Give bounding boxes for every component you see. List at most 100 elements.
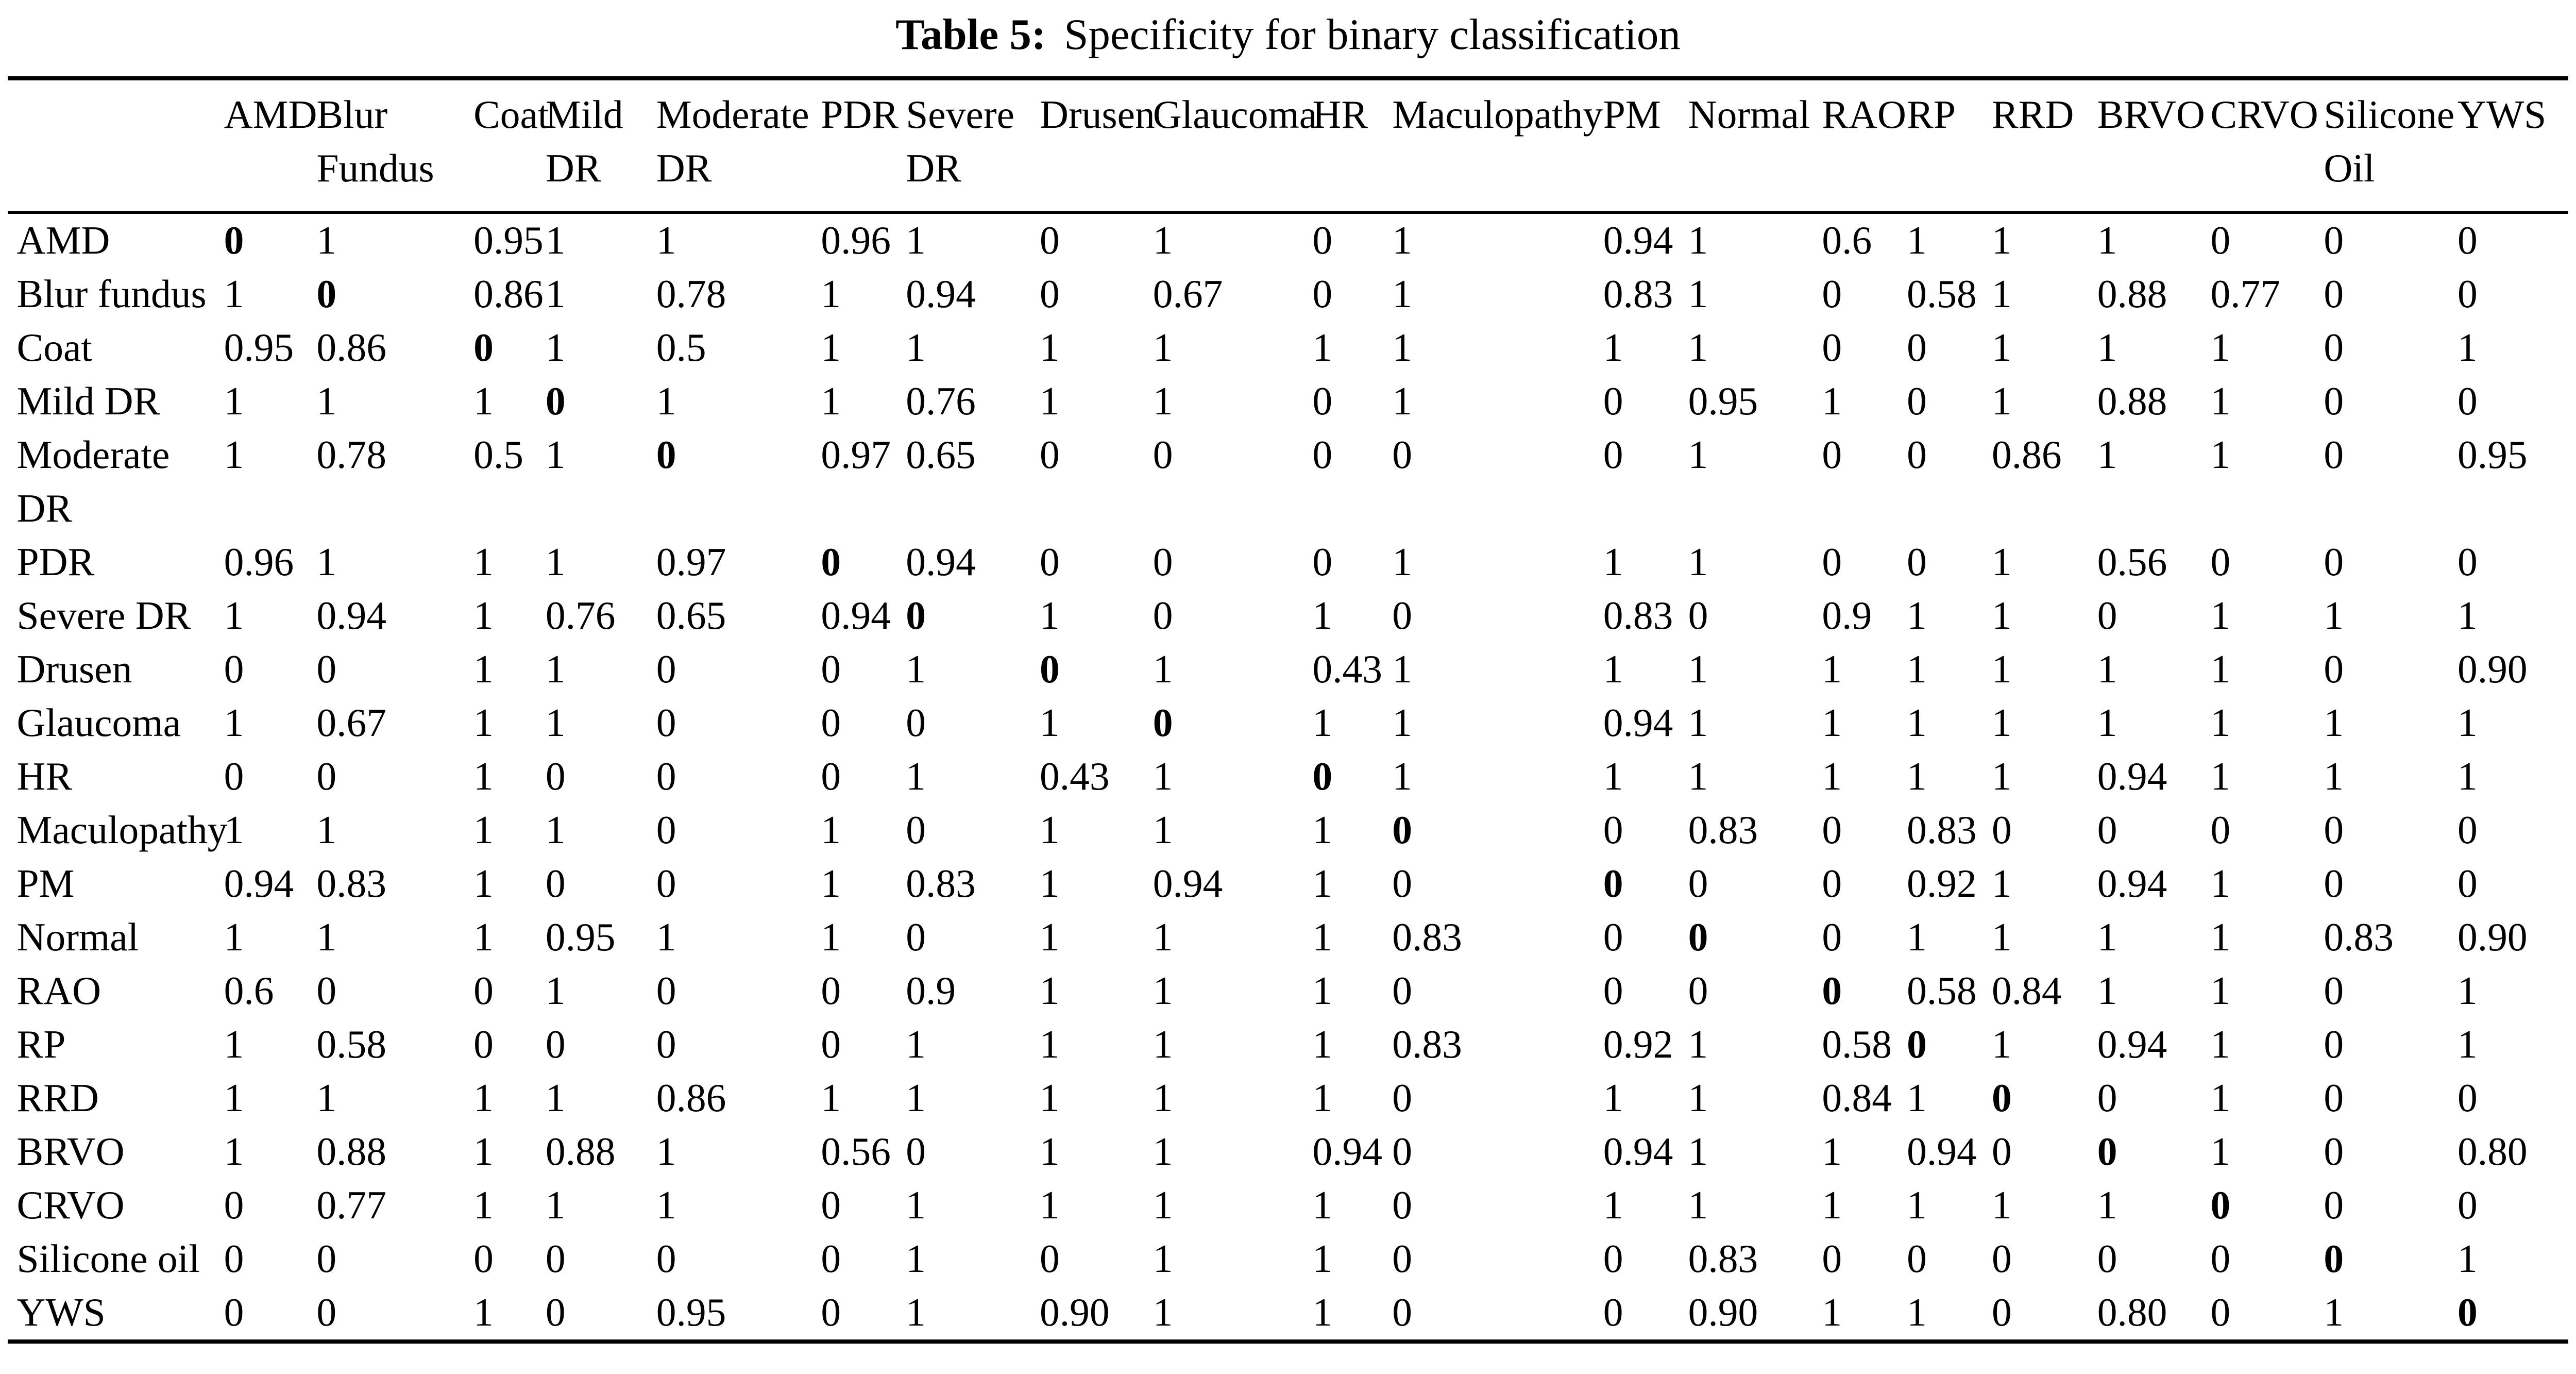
cell: 0 — [656, 861, 676, 906]
cell: 1 — [821, 861, 841, 906]
cell: 1 — [1153, 1183, 1173, 1228]
cell: 0 — [2210, 1236, 2231, 1281]
cell: 0 — [1392, 1183, 1412, 1228]
row-label: Moderate DR — [16, 432, 170, 531]
cell: 0 — [2097, 808, 2117, 852]
cell: 0 — [473, 1022, 494, 1067]
cell: 0.83 — [1603, 593, 1673, 638]
cell: 1 — [1039, 1129, 1060, 1174]
cell: 1 — [1312, 1022, 1333, 1067]
cell: 1 — [1392, 379, 1412, 424]
cell: 1 — [545, 968, 566, 1013]
cell: 1 — [821, 808, 841, 852]
cell: 0.92 — [1907, 861, 1977, 906]
cell: 0.9 — [906, 968, 956, 1013]
cell: 0.58 — [316, 1022, 386, 1067]
cell: 1 — [906, 1236, 926, 1281]
cell: 1 — [473, 700, 494, 745]
cell: 0.94 — [2097, 1022, 2167, 1067]
cell: 0 — [224, 1236, 244, 1281]
cell: 1 — [1153, 808, 1173, 852]
table-row: Silicone oil 0 0 0 0 0 0 1 0 1 1 0 0 0.83 0 0 0 0 0 0 1 — [8, 1232, 2568, 1286]
cell: 0 — [1822, 325, 1842, 370]
cell: 0.83 — [1392, 1022, 1462, 1067]
cell: 1 — [1039, 1183, 1060, 1228]
cell: 0.94 — [316, 593, 386, 638]
cell: 0 — [1312, 754, 1333, 799]
cell: 0 — [2097, 1129, 2117, 1174]
column-header: AMD — [224, 78, 317, 214]
column-header: HR — [1312, 78, 1393, 214]
cell: 1 — [1992, 647, 2012, 692]
cell: 1 — [1153, 1129, 1173, 1174]
cell: 0 — [2324, 218, 2344, 263]
cell: 1 — [1688, 218, 1708, 263]
cell: 1 — [1153, 325, 1173, 370]
cell: 1 — [1688, 1076, 1708, 1120]
cell: 0.94 — [224, 861, 294, 906]
cell: 0 — [2458, 379, 2478, 424]
cell: 1 — [1992, 540, 2012, 584]
cell: 1 — [1039, 808, 1060, 852]
cell: 0 — [656, 1236, 676, 1281]
cell: 1 — [2097, 915, 2117, 960]
cell: 0 — [1688, 861, 1708, 906]
cell: 0.83 — [1907, 808, 1977, 852]
cell: 1 — [906, 1022, 926, 1067]
cell: 1 — [906, 1290, 926, 1335]
cell: 0.90 — [1039, 1290, 1110, 1335]
cell: 0.94 — [821, 593, 891, 638]
cell: 1 — [1312, 700, 1333, 745]
cell: 0 — [2324, 379, 2344, 424]
table-row: Maculopathy 1 1 1 1 0 1 0 1 1 1 0 0 0.83 0 0.83 0 0 0 0 0 — [8, 803, 2568, 857]
table-caption-text: Specificity for binary classification — [1064, 10, 1681, 59]
cell: 0 — [2324, 1076, 2344, 1120]
cell: 0 — [545, 861, 566, 906]
cell: 1 — [473, 1129, 494, 1174]
column-header: Drusen — [1039, 78, 1155, 214]
cell: 0 — [1039, 540, 1060, 584]
cell: 1 — [1822, 1290, 1842, 1335]
cell: 1 — [473, 593, 494, 638]
table-row: Mild DR 1 1 1 0 1 1 0.76 1 1 0 1 0 0.95 1 0 1 0.88 1 0 0 — [8, 375, 2568, 428]
cell: 0 — [2458, 540, 2478, 584]
column-header: Normal — [1688, 78, 1822, 214]
cell: 1 — [1603, 1076, 1623, 1120]
cell: 1 — [2210, 379, 2231, 424]
table-body: AMD 0 1 0.95 1 1 0.96 1 0 1 0 1 0.94 1 0.6 1 1 1 0 0 0 Blur f… — [8, 212, 2568, 1342]
cell: 1 — [1039, 1022, 1060, 1067]
cell: 0 — [1907, 1236, 1927, 1281]
cell: 0 — [473, 325, 494, 370]
cell: 1 — [1907, 593, 1927, 638]
cell: 0 — [1603, 968, 1623, 1013]
cell: 0 — [2210, 1183, 2231, 1228]
cell: 1 — [821, 915, 841, 960]
cell: 0 — [1907, 325, 1927, 370]
cell: 0 — [1688, 593, 1708, 638]
cell: 0 — [1039, 647, 1060, 692]
column-header: Mild DR — [545, 78, 656, 214]
cell: 1 — [1822, 754, 1842, 799]
column-header: CRVO — [2210, 78, 2324, 214]
cell: 0 — [1603, 1290, 1623, 1335]
cell: 1 — [2210, 754, 2231, 799]
cell: 1 — [2097, 1183, 2117, 1228]
cell: 0 — [1822, 1236, 1842, 1281]
cell: 0 — [1907, 379, 1927, 424]
cell: 1 — [1153, 754, 1173, 799]
table-row: AMD 0 1 0.95 1 1 0.96 1 0 1 0 1 0.94 1 0.6 1 1 1 0 0 0 — [8, 212, 2568, 267]
cell: 0.95 — [2458, 432, 2528, 477]
cell: 1 — [2210, 700, 2231, 745]
row-label: RP — [16, 1022, 66, 1067]
column-header: PM — [1603, 78, 1688, 214]
cell: 0 — [2210, 808, 2231, 852]
cell: 0 — [656, 808, 676, 852]
cell: 1 — [1992, 272, 2012, 316]
cell: 1 — [1603, 325, 1623, 370]
cell: 1 — [1822, 700, 1842, 745]
cell: 1 — [1603, 540, 1623, 584]
cell: 0 — [2324, 1183, 2344, 1228]
cell: 1 — [906, 647, 926, 692]
row-label: Silicone oil — [16, 1236, 200, 1281]
specificity-table: AMD Blur Fundus Coat Mild DR Moderate DR PDR S… — [8, 76, 2568, 1344]
